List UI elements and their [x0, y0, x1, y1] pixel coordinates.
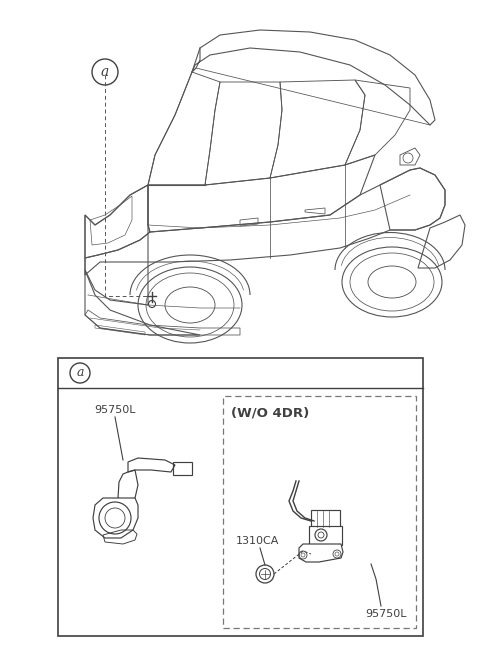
- Circle shape: [92, 59, 118, 85]
- Text: 95750L: 95750L: [365, 609, 407, 619]
- Circle shape: [70, 363, 90, 383]
- Text: (W/O 4DR): (W/O 4DR): [231, 406, 309, 419]
- Polygon shape: [299, 544, 343, 562]
- FancyBboxPatch shape: [309, 525, 341, 545]
- FancyBboxPatch shape: [311, 510, 339, 528]
- Circle shape: [148, 300, 156, 307]
- Text: 95750L: 95750L: [94, 405, 136, 415]
- Text: 1310CA: 1310CA: [236, 536, 280, 546]
- Circle shape: [256, 565, 274, 583]
- Text: a: a: [101, 65, 109, 79]
- Bar: [58, 358, 423, 636]
- Text: a: a: [76, 367, 84, 380]
- Polygon shape: [93, 498, 138, 538]
- Polygon shape: [85, 185, 148, 305]
- Bar: [223, 396, 416, 628]
